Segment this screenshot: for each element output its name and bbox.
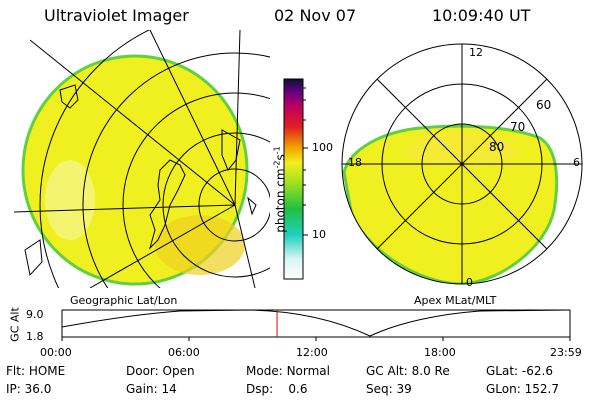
lat-lon-grid — [14, 30, 270, 288]
apex-polar-plot — [341, 43, 583, 285]
altitude-plot — [61, 309, 571, 341]
mlat-label-80: 80 — [489, 140, 505, 154]
time-tick-0600: 06:00 — [168, 346, 200, 359]
info-ip: IP: 36.0 — [6, 382, 52, 396]
info-gain: Gain: 14 — [126, 382, 177, 396]
date-label: 02 Nov 07 — [274, 6, 357, 25]
altitude-tick-1.8: 1.8 — [26, 330, 44, 343]
emission-region-right — [342, 124, 559, 284]
mlt-label-18: 18 — [348, 156, 362, 169]
time-tick-1200: 12:00 — [296, 346, 328, 359]
colorbar-ticks — [303, 87, 308, 236]
info-dsp: Dsp: 0.6 — [246, 382, 308, 396]
altitude-tick-9: 9.0 — [26, 308, 44, 321]
time-tick-2359: 23:59 — [550, 346, 582, 359]
time-label: 10:09:40 UT — [432, 6, 531, 25]
apex-caption: Apex MLat/MLT — [414, 294, 497, 307]
info-glat: GLat: -62.6 — [486, 364, 553, 378]
mlat-label-70: 70 — [510, 120, 526, 134]
colorbar-tick-10: 10 — [312, 228, 326, 241]
colorbar — [283, 78, 304, 280]
info-door: Door: Open — [126, 364, 195, 378]
mlat-label-60: 60 — [536, 98, 552, 112]
info-mode: Mode: Normal — [246, 364, 330, 378]
coastlines — [24, 84, 257, 277]
mlt-label-6: 6 — [573, 156, 580, 169]
geographic-map — [14, 30, 270, 288]
geographic-caption: Geographic Lat/Lon — [70, 294, 178, 307]
instrument-title: Ultraviolet Imager — [44, 6, 189, 25]
altitude-curve — [61, 309, 571, 337]
colorbar-title: photon cm-2s-1 — [272, 146, 288, 233]
time-tick-1800: 18:00 — [424, 346, 456, 359]
mlt-label-0: 0 — [466, 276, 473, 289]
time-tick-0000: 00:00 — [40, 346, 72, 359]
info-glon: GLon: 152.7 — [486, 382, 559, 396]
colorbar-tick-100: 100 — [312, 141, 333, 154]
info-gc-alt: GC Alt: 8.0 Re — [366, 364, 450, 378]
info-seq: Seq: 39 — [366, 382, 412, 396]
info-flt: Flt: HOME — [6, 364, 66, 378]
altitude-ylabel: GC Alt — [8, 307, 22, 342]
mlt-label-12: 12 — [469, 46, 483, 59]
